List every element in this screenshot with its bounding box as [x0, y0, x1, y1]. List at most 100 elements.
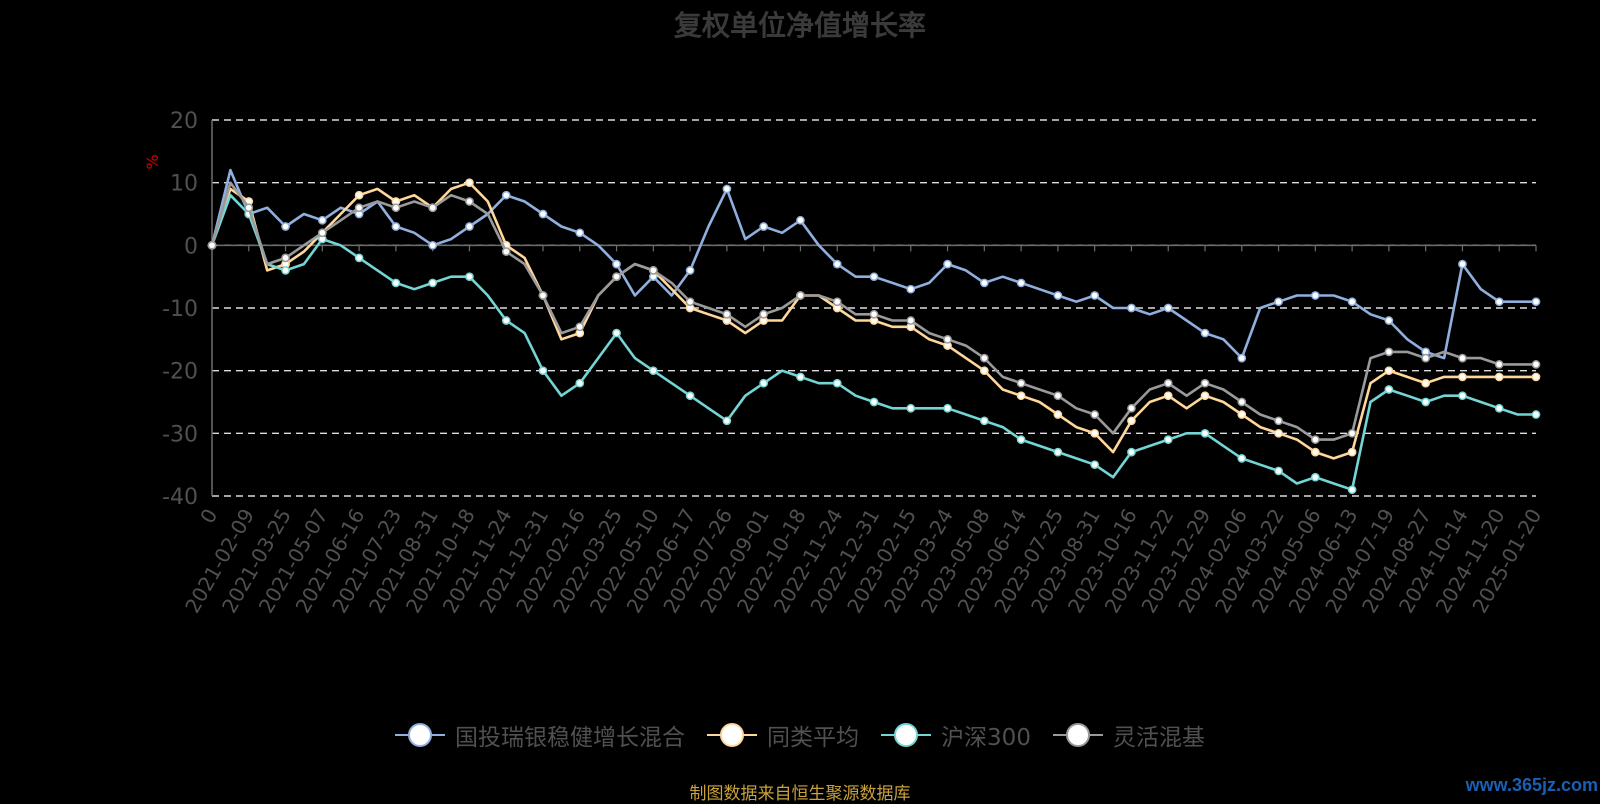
- series-3-point: [1494, 360, 1504, 369]
- series-2-point: [1347, 485, 1357, 495]
- series-3-point: [501, 247, 511, 256]
- line-chart: 20100-10-20-30-40%02021-02-092021-03-252…: [143, 109, 1546, 617]
- legend-marker-flexible-hybrid: [1052, 723, 1103, 747]
- series-3-point: [1347, 428, 1357, 438]
- series-3-point: [575, 322, 585, 332]
- series-2-point: [1531, 410, 1541, 419]
- series-3-point: [979, 353, 989, 363]
- series-1-point: [1531, 372, 1541, 382]
- series-1-point: [1200, 391, 1210, 401]
- series-2-point: [832, 378, 842, 388]
- series-3-point: [943, 334, 952, 344]
- series-3-point: [354, 203, 364, 213]
- legend-marker-peer-average: [707, 723, 758, 747]
- legend-marker-fund: [395, 723, 446, 747]
- series-3-point: [391, 203, 401, 213]
- y-tick-label: -10: [162, 297, 198, 322]
- y-axis-label: %: [143, 154, 162, 169]
- series-0-point: [1274, 297, 1283, 307]
- series-3-point: [1237, 397, 1247, 407]
- series-2-point: [796, 372, 805, 382]
- series-1-point: [1494, 372, 1504, 382]
- series-1-point: [1458, 372, 1467, 382]
- legend-dot-peer-average: [720, 723, 745, 747]
- legend-item-fund[interactable]: 国投瑞银稳健增长混合: [395, 718, 685, 752]
- y-tick-label: -30: [162, 422, 198, 447]
- series-2-point: [1163, 435, 1173, 444]
- series-2-point: [722, 416, 732, 426]
- series-0-point: [1016, 278, 1026, 288]
- series-2-point: [1127, 447, 1136, 457]
- series-1-point: [1347, 447, 1357, 457]
- series-1-point: [1127, 416, 1136, 426]
- series-0-point: [722, 184, 732, 194]
- series-2-point: [869, 397, 879, 407]
- legend-dot-flexible-hybrid: [1065, 723, 1090, 747]
- series-2-point: [465, 272, 474, 282]
- series-0-point: [465, 222, 474, 231]
- series-2-point: [1458, 391, 1467, 401]
- series-1-point: [1090, 428, 1100, 438]
- series-0-point: [796, 215, 805, 225]
- series-1-point: [1274, 428, 1283, 438]
- series-0-point: [317, 215, 327, 225]
- series-2-point: [759, 378, 769, 388]
- series-3-point: [1200, 378, 1210, 388]
- series-3-point: [869, 309, 879, 319]
- series-3-point: [906, 316, 916, 325]
- series-1-point: [465, 178, 474, 188]
- series-0-point: [832, 259, 842, 269]
- series-0-point: [538, 209, 548, 219]
- series-3-point: [612, 272, 621, 282]
- series-0-point: [1127, 303, 1136, 313]
- series-3-point: [1384, 347, 1394, 357]
- legend-label-flexible-hybrid: 灵活混基: [1112, 725, 1205, 751]
- series-2-point: [612, 328, 621, 338]
- series-2-point: [575, 378, 585, 388]
- series-2-point: [906, 403, 916, 413]
- series-1-point: [1016, 391, 1026, 401]
- series-0-point: [1458, 259, 1467, 269]
- legend-marker-csi300: [881, 723, 932, 747]
- series-1-point: [1384, 366, 1394, 376]
- legend-label-csi300: 沪深300: [941, 725, 1031, 751]
- series-3-point: [465, 197, 474, 206]
- y-tick-label: 10: [170, 172, 198, 197]
- series-2-point: [538, 366, 548, 376]
- series-2-point: [1310, 472, 1320, 482]
- series-0-point: [759, 222, 769, 231]
- data-source-note: 制图数据来自恒生聚源数据库: [689, 784, 911, 804]
- series-3-point: [538, 291, 548, 300]
- series-3-point: [1531, 360, 1541, 369]
- series-3-point: [685, 297, 695, 307]
- legend-item-csi300[interactable]: 沪深300: [881, 718, 1031, 752]
- series-0-point: [685, 266, 695, 275]
- series-0-point: [281, 222, 290, 231]
- series-3-point: [281, 253, 290, 263]
- series-0-point: [1237, 353, 1247, 363]
- series-0-point: [501, 190, 511, 200]
- legend-item-peer-average[interactable]: 同类平均: [707, 718, 859, 752]
- series-3-point: [1421, 353, 1431, 363]
- series-0-point: [1310, 291, 1320, 300]
- series-0-point: [428, 240, 438, 250]
- series-2-point: [1384, 385, 1394, 394]
- series-2-point: [428, 278, 438, 288]
- series-1-point: [979, 366, 989, 376]
- series-0-point: [575, 228, 585, 238]
- legend-item-flexible-hybrid[interactable]: 灵活混基: [1052, 718, 1205, 752]
- legend-label-peer-average: 同类平均: [767, 725, 860, 751]
- y-tick-label: -20: [162, 360, 198, 385]
- series-3-point: [1090, 410, 1100, 419]
- series-2-point: [1237, 454, 1247, 463]
- series-2-point: [648, 366, 658, 376]
- series-0-point: [1531, 297, 1541, 307]
- series-2-point: [979, 416, 989, 426]
- x-tick-label: 0: [195, 505, 222, 528]
- series-3-point: [1053, 391, 1063, 401]
- series-1-point: [1053, 410, 1063, 419]
- series-2-point: [1090, 460, 1100, 470]
- series-2-point: [1274, 466, 1283, 476]
- series-3-point: [428, 203, 438, 213]
- series-3-point: [722, 309, 732, 319]
